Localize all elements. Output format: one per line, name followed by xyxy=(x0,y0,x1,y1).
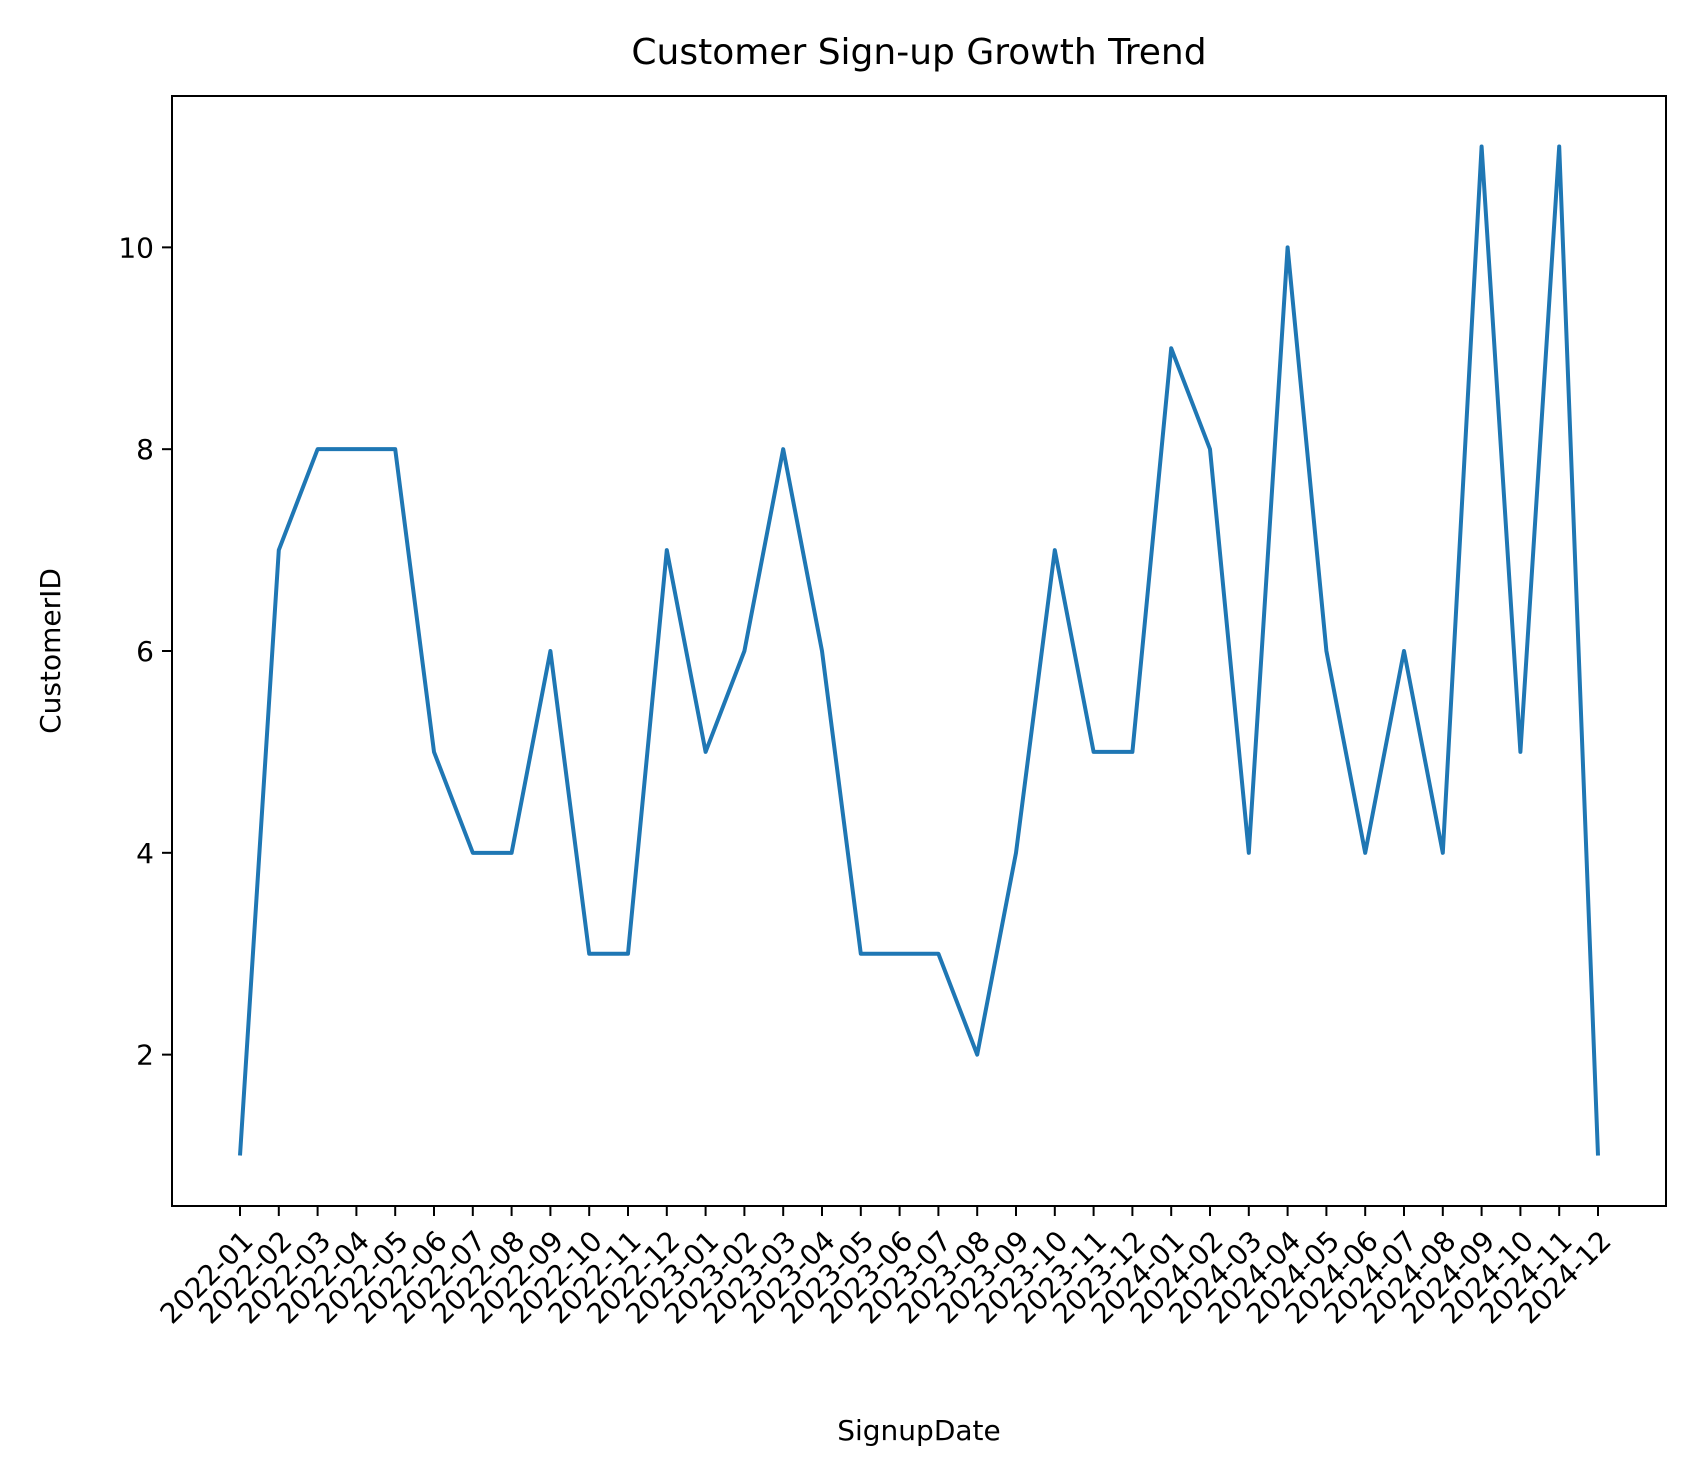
chart-title: Customer Sign-up Growth Trend xyxy=(631,32,1206,73)
y-axis-label: CustomerID xyxy=(34,568,67,734)
y-tick-label: 2 xyxy=(136,1039,154,1072)
x-axis-label: SignupDate xyxy=(837,1414,1001,1447)
y-tick-label: 8 xyxy=(136,433,154,466)
series-line xyxy=(238,144,1600,1156)
y-tick-label: 4 xyxy=(136,837,154,870)
y-tick-label: 10 xyxy=(118,231,154,264)
y-tick-label: 6 xyxy=(136,635,154,668)
plot-frame xyxy=(171,95,1667,1207)
